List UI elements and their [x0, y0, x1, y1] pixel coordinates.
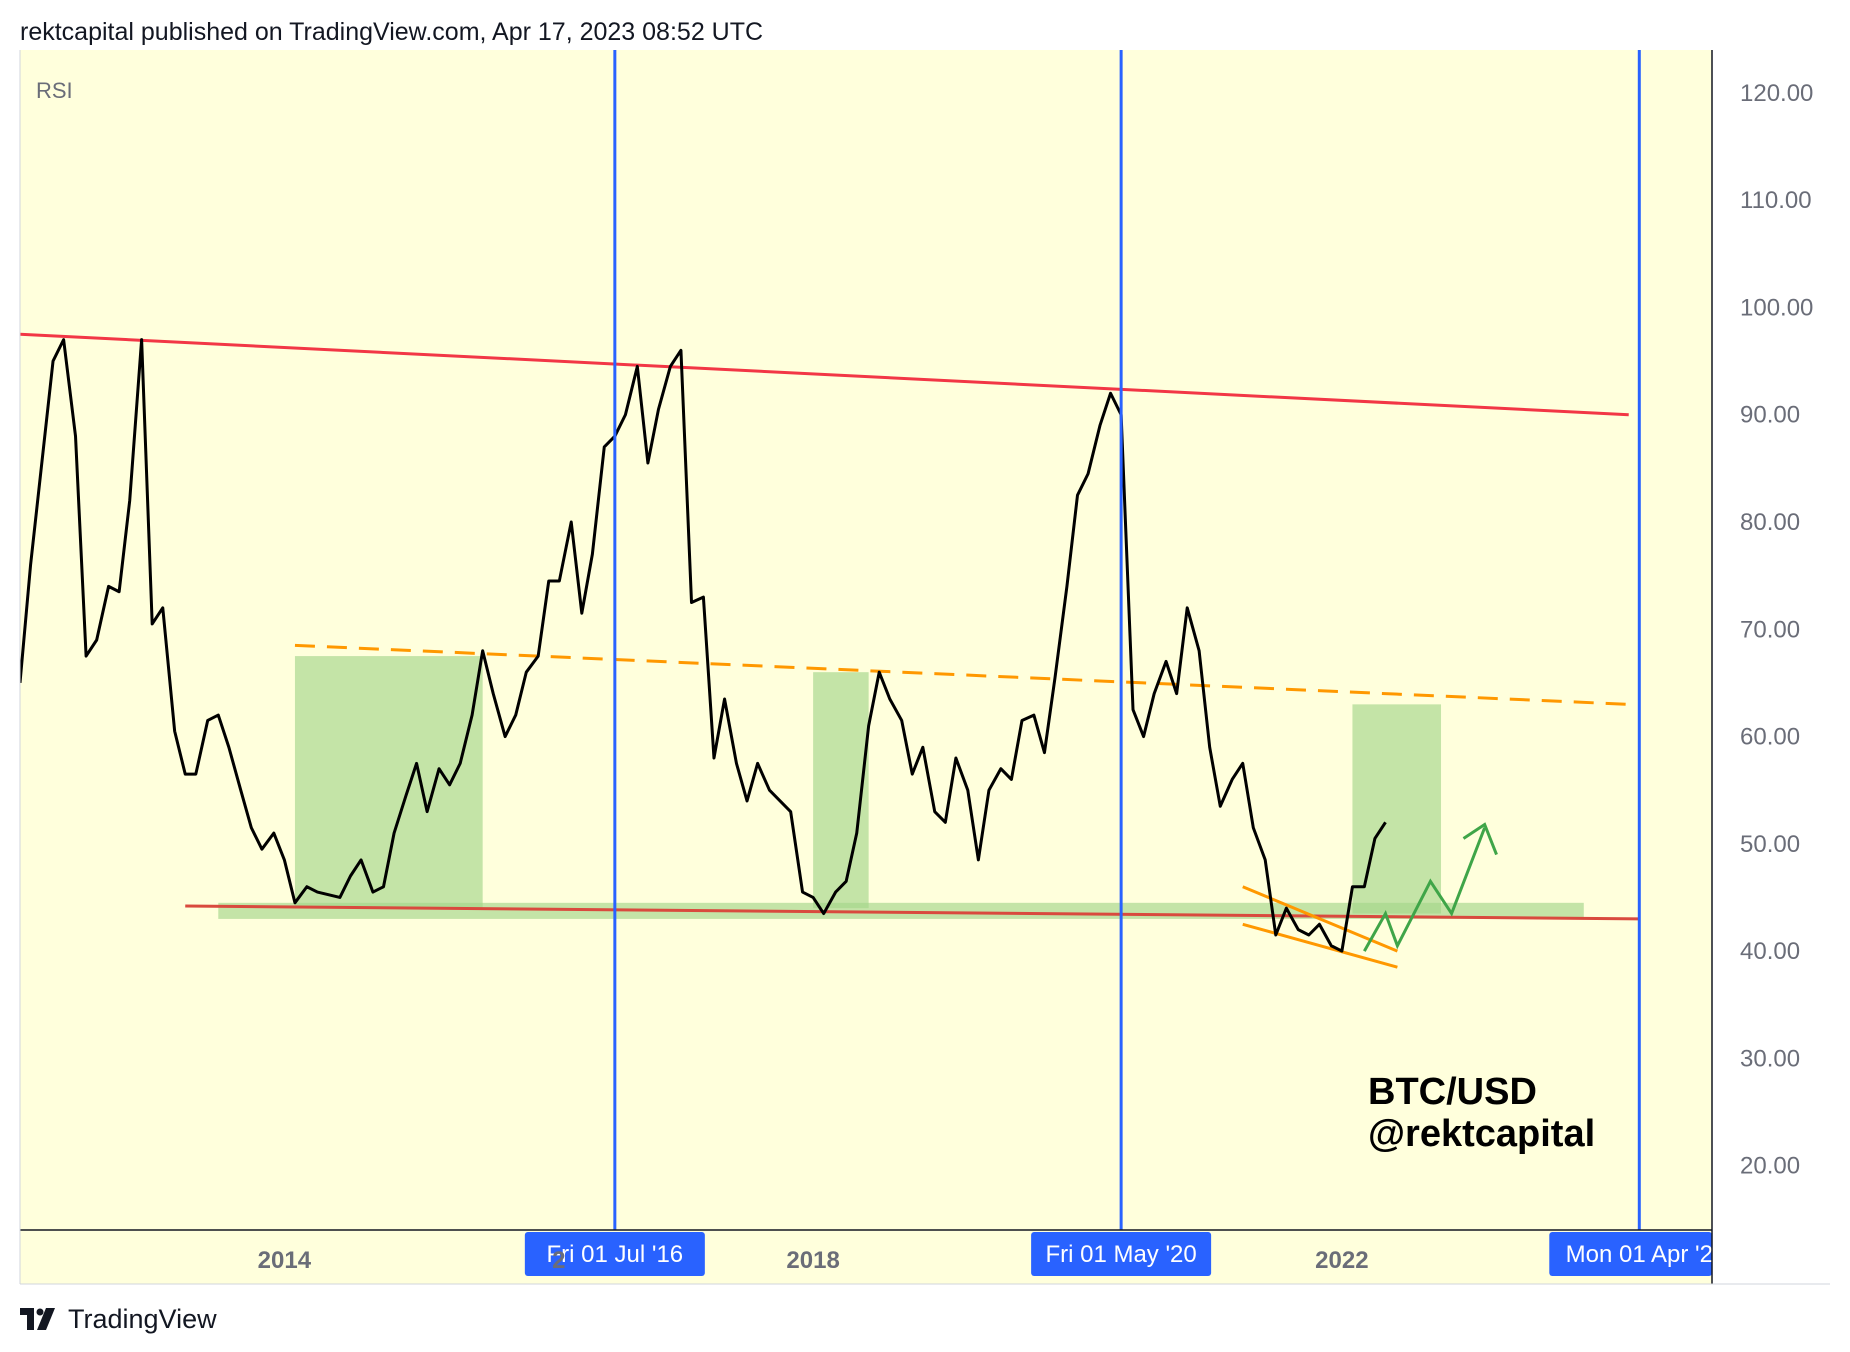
y-tick-label: 60.00	[1740, 724, 1800, 751]
date-marker-label: Fri 01 Jul '16	[547, 1241, 684, 1268]
y-tick-label: 110.00	[1740, 187, 1812, 214]
tradingview-logo-icon	[20, 1308, 55, 1330]
x-tick-label: 2014	[258, 1247, 312, 1274]
date-marker-label: Mon 01 Apr '2	[1566, 1241, 1713, 1268]
y-tick-label: 90.00	[1740, 402, 1800, 429]
y-tick-label: 50.00	[1740, 831, 1800, 858]
y-tick-label: 100.00	[1740, 294, 1813, 321]
y-tick-label: 30.00	[1740, 1045, 1800, 1072]
highlight-box	[813, 672, 869, 909]
date-marker-badge	[1031, 1232, 1212, 1276]
date-marker-label: Fri 01 May '20	[1045, 1241, 1196, 1268]
support-trendline	[185, 904, 1640, 921]
projection-path	[1363, 827, 1487, 952]
x-tick-label: 2018	[786, 1247, 839, 1274]
date-marker-badge	[524, 1232, 705, 1276]
footer-brand: TradingView	[68, 1303, 217, 1334]
projection-arrowhead	[1462, 822, 1498, 856]
footer: TradingView	[20, 1302, 217, 1336]
y-tick-label: 80.00	[1740, 509, 1800, 536]
y-tick-label: 70.00	[1740, 616, 1800, 643]
wedge-lower-line	[1242, 922, 1398, 969]
y-tick-label: 20.00	[1740, 1153, 1800, 1180]
watermark-handle: @rektcapital	[1368, 1113, 1595, 1155]
price-axis-background	[1712, 50, 1830, 1230]
date-marker-badge	[1549, 1232, 1712, 1276]
time-axis-background	[20, 1230, 1712, 1284]
y-tick-label: 120.00	[1740, 80, 1813, 107]
y-tick-label: 40.00	[1740, 938, 1800, 965]
watermark-symbol: BTC/USD	[1368, 1071, 1537, 1113]
plot-background	[20, 50, 1712, 1230]
x-tick-label: 2022	[1315, 1247, 1368, 1274]
pane-label: RSI	[36, 78, 73, 103]
publish-info: rektcapital published on TradingView.com…	[20, 18, 764, 46]
highlight-box	[294, 656, 483, 909]
x-tick-label-partial: 2	[552, 1247, 565, 1274]
resistance-trendline	[20, 332, 1629, 417]
